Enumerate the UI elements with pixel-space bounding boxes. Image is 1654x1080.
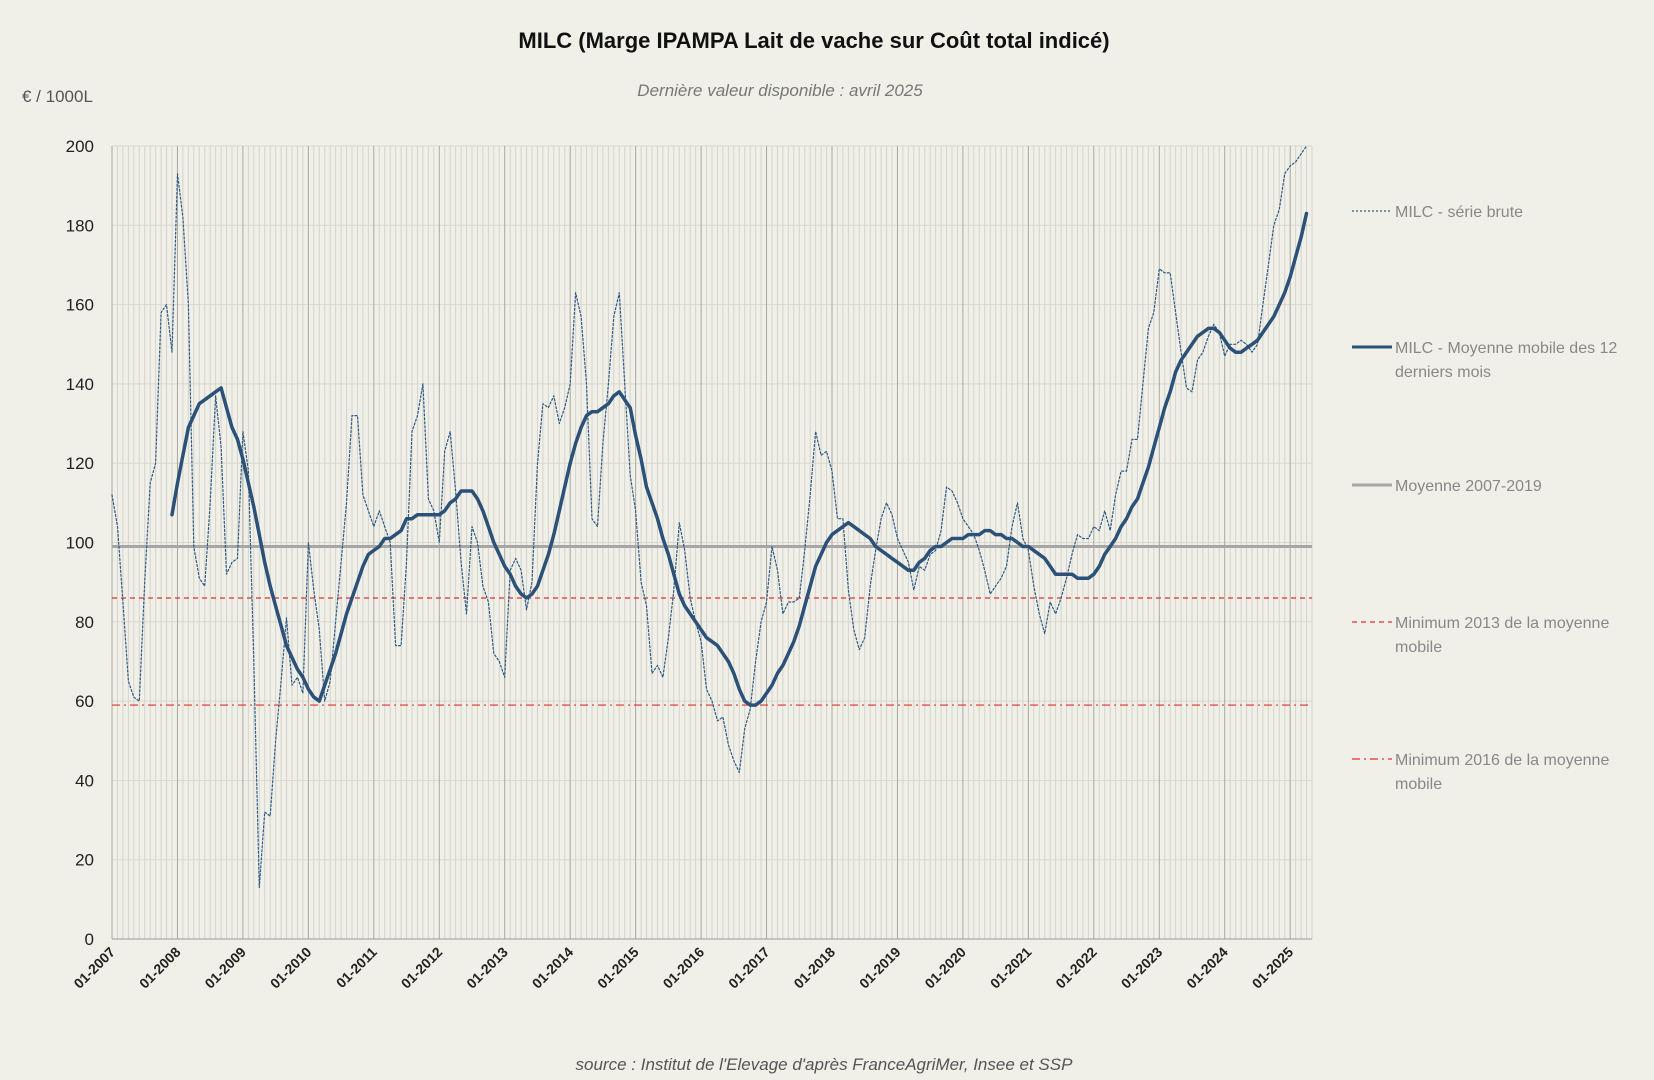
chart-title: MILC (Marge IPAMPA Lait de vache sur Coû… [518,28,1109,53]
series-layer [111,145,1312,889]
y-tick-label: 160 [66,296,94,315]
legend-label: MILC - série brute [1395,204,1523,221]
y-tick-label: 20 [75,851,94,870]
chart-subtitle: Dernière valeur disponible : avril 2025 [637,81,923,100]
legend-item-moyenne-2007-2019: Moyenne 2007-2019 [1352,478,1542,495]
legend-item-minimum-2016-de-la-moyenne-mobile: Minimum 2016 de la moyenne mobile [1352,752,1609,793]
y-tick-label: 80 [75,613,94,632]
legend-label: Moyenne 2007-2019 [1395,478,1542,495]
y-tick-label: 40 [75,771,94,790]
y-tick-label: 120 [66,454,94,473]
y-tick-label: 0 [85,930,94,949]
y-axis-label: € / 1000L [22,87,93,106]
source-note: source : Institut de l'Elevage d'après F… [576,1055,1074,1074]
legend-item-minimum-2013-de-la-moyenne-mobile: Minimum 2013 de la moyenne mobile [1352,615,1609,656]
legend-label: Minimum 2013 de la moyenne mobile [1395,615,1609,656]
y-tick-label: 140 [66,375,94,394]
y-tick-label: 180 [66,216,94,235]
y-tick-label: 100 [66,534,94,553]
y-ticks: 0 20 40 60 80 100 120 140 160 180 200 [66,137,94,949]
grid-layer [111,145,1313,940]
legend-item-milc-s-rie-brute: MILC - série brute [1352,204,1523,221]
y-tick-label: 60 [75,692,94,711]
y-tick-label: 200 [66,137,94,156]
series-line-milc-s-rie-brute [111,145,1308,889]
legend: MILC - série brute MILC - Moyenne mobile … [1352,204,1617,793]
legend-label: MILC - Moyenne mobile des 12 derniers moi… [1395,340,1617,381]
legend-label: Minimum 2016 de la moyenne mobile [1395,752,1609,793]
series-line-milc-moyenne-mobile-des-12-derniers-mois [170,211,1309,707]
legend-item-milc-moyenne-mobile-des-12-derniers-mois: MILC - Moyenne mobile des 12 derniers moi… [1352,340,1617,381]
